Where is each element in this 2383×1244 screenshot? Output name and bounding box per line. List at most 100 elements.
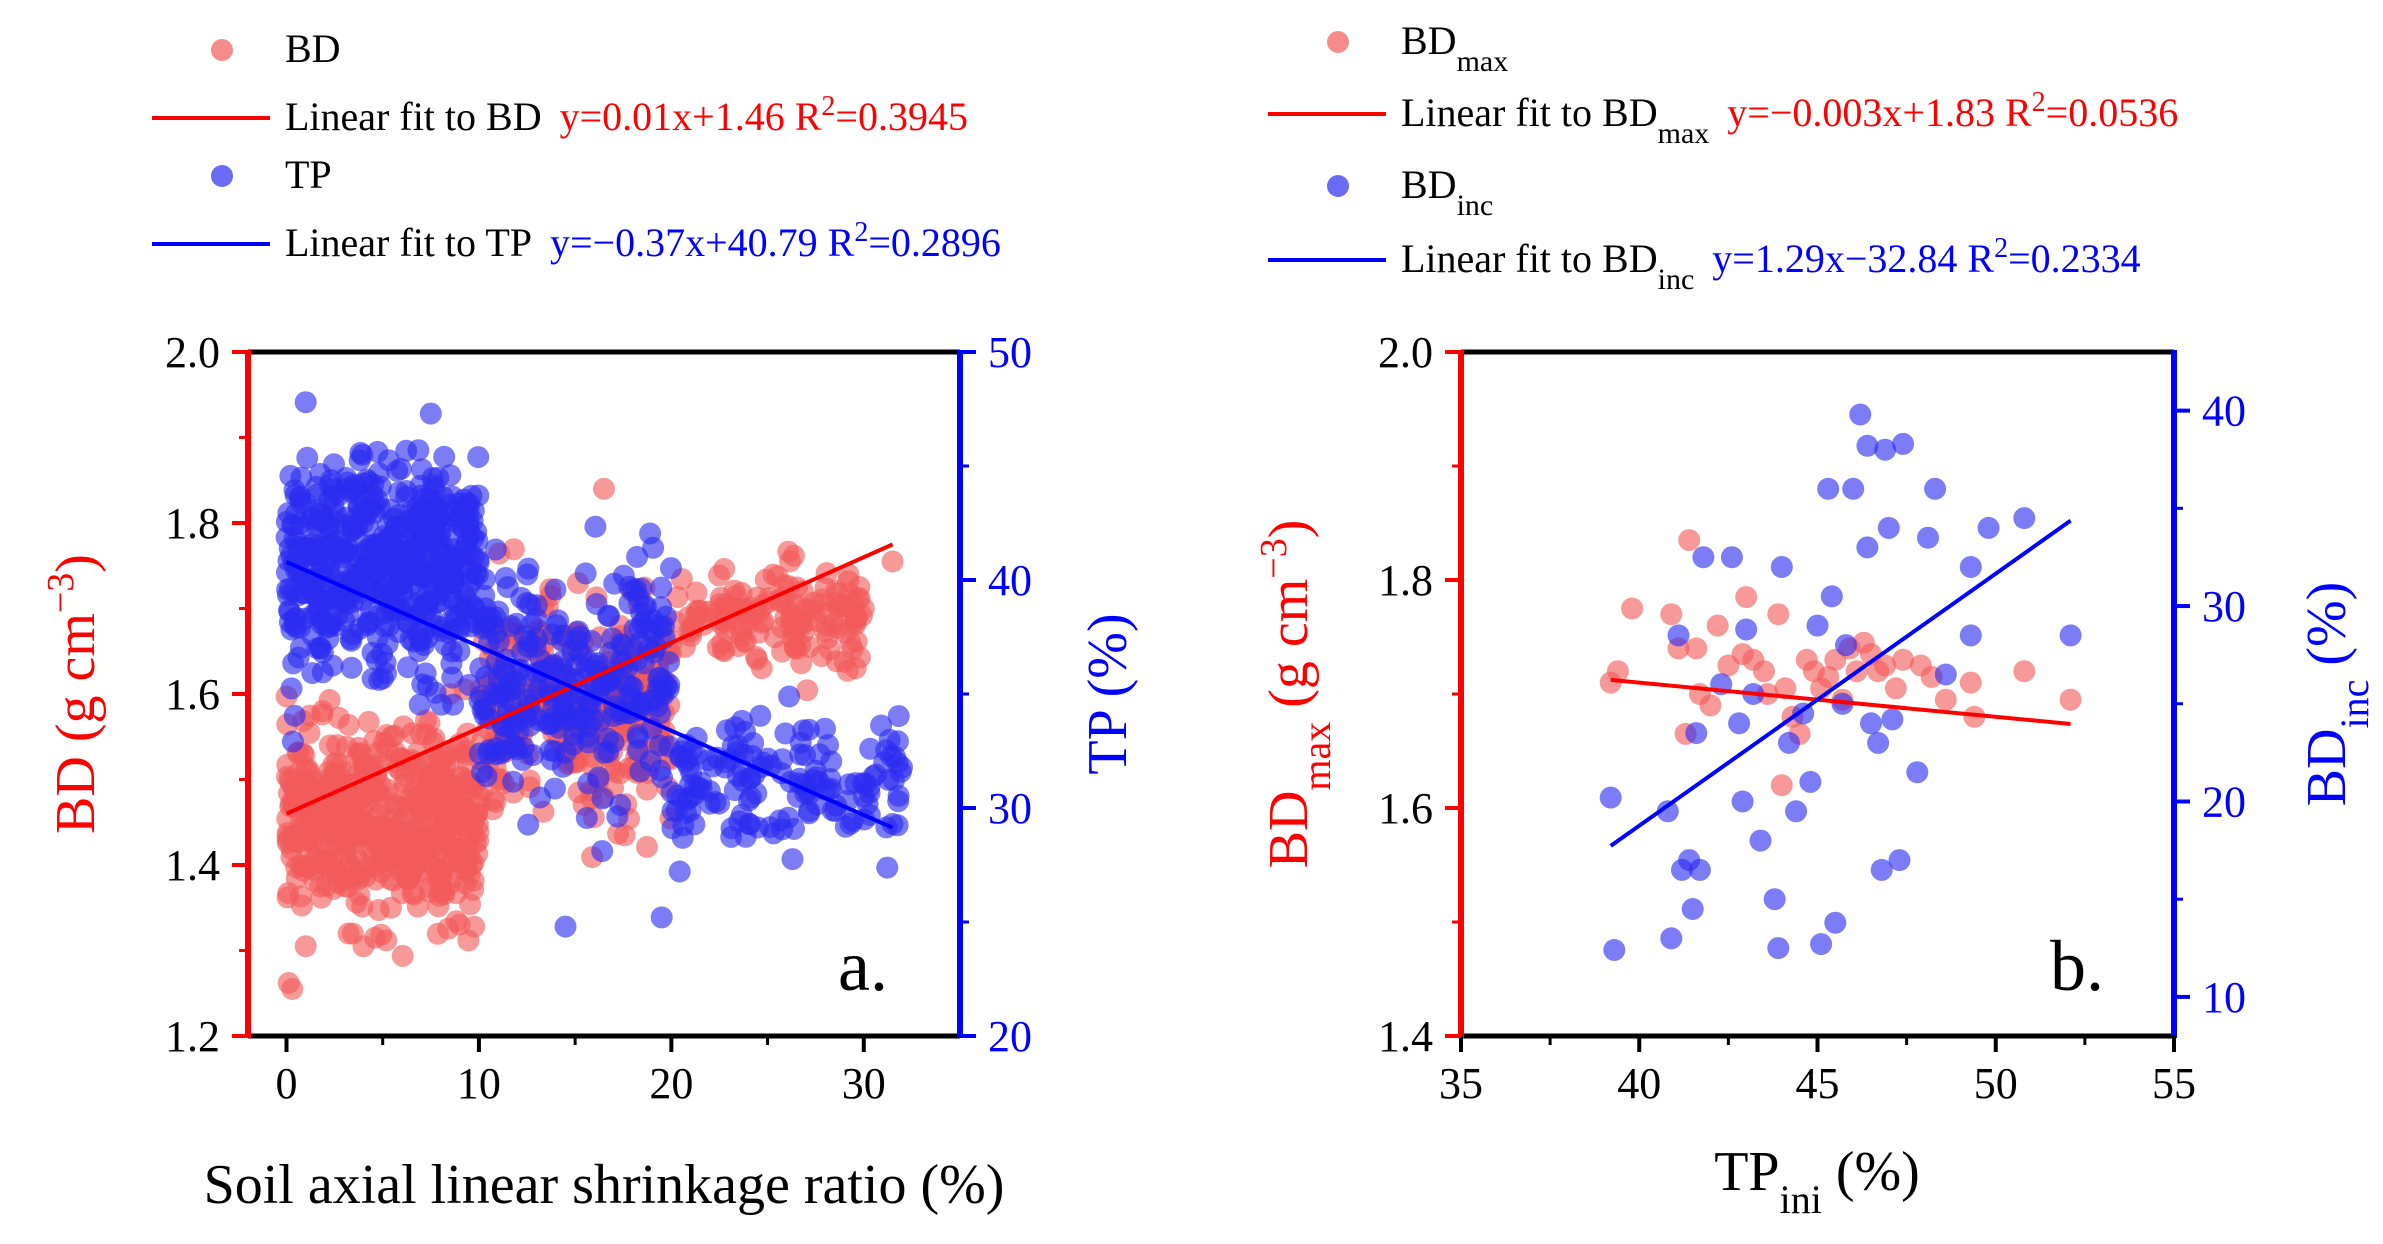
a-bd-point [286, 762, 309, 785]
legend-label-text: Linear fit to BD [1401, 236, 1658, 281]
a-tp-point [408, 693, 431, 716]
a-tp-point [446, 492, 469, 515]
a-tp-point [280, 677, 303, 700]
a-bd-point [276, 831, 299, 854]
legend-equation-tp: y=−0.37x+40.79 R2=0.2896 [550, 217, 1001, 266]
a-bd-point [881, 550, 904, 573]
b-bdinc-point [1934, 663, 1957, 686]
a-tp-point [525, 607, 548, 630]
a-tp-point [361, 667, 384, 690]
x-axis-title-text: Soil axial linear shrinkage ratio (%) [204, 1154, 1005, 1216]
b-bdinc-point [1924, 477, 1947, 500]
a-tp-point [878, 728, 901, 751]
a-tp-point [500, 615, 523, 637]
a-bd-point [636, 835, 658, 858]
a-x-tick-label: 10 [457, 1059, 501, 1108]
b-bdinc-point [1867, 731, 1890, 754]
a-tp-point [640, 689, 663, 711]
equation-text: y=−0.003x+1.83 R [1727, 90, 2032, 135]
equation-r2-sup: 2 [854, 217, 868, 248]
a-tp-point [794, 744, 817, 767]
a-tp-point [542, 653, 565, 676]
a-tp-point [734, 825, 757, 848]
b-bdinc-point [1856, 536, 1879, 559]
x-axis-title-end: (%) [1822, 1141, 1920, 1203]
legend-label-sub: max [1658, 117, 1710, 150]
legend-label-tp: TP [285, 152, 332, 197]
a-tp-point [889, 760, 912, 783]
b-bdmax-point [1959, 671, 1982, 694]
equation-text: y=1.29x−32.84 R [1712, 236, 1994, 281]
a-bd-point [593, 477, 615, 500]
a-tp-point [591, 787, 614, 810]
a-tp-point [539, 739, 562, 762]
a-tp-point [353, 556, 376, 579]
a-tp-point [467, 484, 490, 507]
a-bd-point [716, 595, 739, 618]
a-bd-point [812, 602, 835, 625]
a-tp-point [449, 617, 472, 640]
a-tp-point [517, 557, 540, 580]
a-tp-point [294, 391, 317, 414]
b-bdinc-point [2059, 624, 2082, 647]
a-tp-point [433, 445, 456, 468]
a-tp-point [471, 761, 493, 783]
a-x-tick-label: 0 [275, 1059, 297, 1108]
a-y-right-tick-label: 30 [988, 784, 1032, 833]
equation-r2-sup: 2 [821, 91, 835, 122]
b-bdinc-point [1917, 526, 1939, 549]
a-bd-point [852, 597, 875, 620]
a-bd-point [813, 620, 836, 643]
legend-label-bdinc: BDinc [1401, 162, 1493, 222]
a-bd-point [285, 856, 308, 879]
a-tp-point [470, 684, 492, 707]
a-tp-point [391, 581, 414, 604]
b-bdmax-point [1685, 637, 1708, 660]
a-bd-point [394, 835, 417, 858]
a-tp-point [309, 637, 332, 660]
b-bdmax-point [1770, 774, 1793, 797]
a-tp-point [494, 567, 517, 589]
y-right-title-sub: inc [2332, 680, 2377, 729]
a-bd-point [427, 895, 450, 918]
b-bdinc-point [1849, 403, 1872, 426]
b-x-tick-label: 35 [1439, 1059, 1483, 1108]
b-bdinc-point [1842, 477, 1865, 500]
a-bd-point [301, 779, 324, 802]
a-y-left-tick-label: 1.2 [165, 1012, 220, 1061]
panel-a-fit-lines [285, 542, 894, 830]
a-x-tick-label: 20 [649, 1059, 693, 1108]
a-tp-point [484, 538, 507, 561]
a-y-left-tick-label: 1.4 [165, 841, 220, 890]
a-tp-point [296, 446, 319, 469]
b-bdinc-point [1860, 712, 1882, 735]
a-tp-point [278, 600, 301, 623]
b-bdinc-point [1749, 829, 1772, 852]
a-bd-point [337, 713, 360, 736]
a-tp-point [887, 784, 910, 807]
a-tp-point [786, 785, 809, 808]
a-bd-point [779, 550, 802, 573]
a-tp-point [493, 661, 516, 684]
a-tp-point [433, 556, 456, 579]
a-tp-point [365, 648, 388, 671]
b-x-tick-label: 55 [2152, 1059, 2196, 1108]
b-bdinc-point [1728, 712, 1751, 735]
legend-label-sub: inc [1658, 263, 1695, 296]
a-tp-point [587, 766, 610, 789]
equation-text: y=0.01x+1.46 R [560, 94, 822, 139]
a-y-left-tick-label: 1.8 [165, 499, 220, 548]
b-bdmax-point [2059, 688, 2082, 711]
legend-label-bdinc: Linear fit to BDinc [1401, 236, 1694, 296]
a-bd-point [502, 538, 525, 561]
a-tp-point [627, 586, 650, 609]
a-tp-point [322, 529, 345, 552]
a-bd-point [666, 586, 689, 609]
a-tp-point [430, 533, 453, 556]
b-bdinc-point [1667, 624, 1690, 647]
a-tp-point [355, 468, 378, 491]
a-tp-point [781, 848, 804, 871]
b-bdmax-point [1606, 660, 1629, 683]
